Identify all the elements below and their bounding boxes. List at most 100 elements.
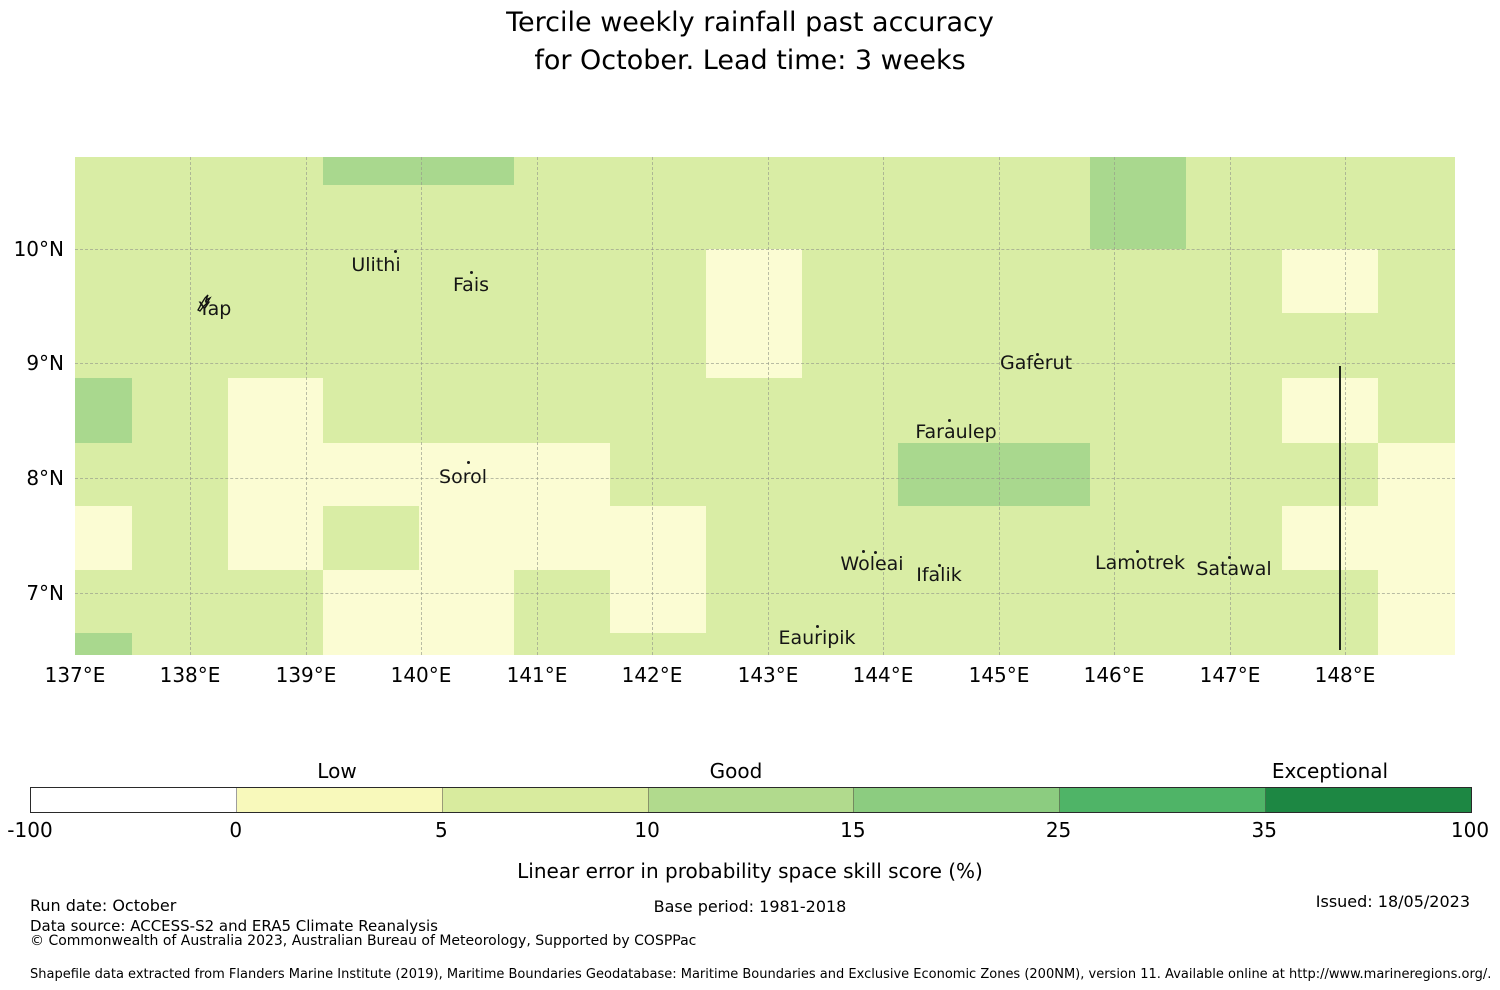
map-cell bbox=[419, 570, 514, 633]
map-cell bbox=[1282, 249, 1378, 313]
colorbar-axis-label: Linear error in probability space skill … bbox=[517, 859, 983, 883]
colorbar-tick-label: 15 bbox=[840, 818, 866, 842]
island-marker-dot bbox=[470, 271, 473, 274]
x-tick-label: 146°E bbox=[1083, 663, 1145, 687]
map-cell bbox=[1378, 443, 1455, 506]
map-cell bbox=[75, 633, 132, 655]
map-cell bbox=[419, 506, 514, 570]
map-cell bbox=[1282, 378, 1378, 443]
colorbar-band-label: Good bbox=[709, 759, 763, 783]
map-cell bbox=[1090, 157, 1186, 185]
longitude-gridline bbox=[652, 157, 653, 655]
map-cell bbox=[323, 570, 419, 633]
colorbar-segment bbox=[1060, 788, 1267, 812]
x-tick-label: 143°E bbox=[737, 663, 799, 687]
colorbar-segment bbox=[442, 788, 649, 812]
island-label: Gaferut bbox=[999, 352, 1073, 374]
y-tick-label: 8°N bbox=[26, 466, 64, 490]
chart-title-line1: Tercile weekly rainfall past accuracy bbox=[506, 7, 994, 38]
map-cell bbox=[706, 249, 802, 313]
colorbar-tick-label: 100 bbox=[1450, 818, 1490, 842]
map-cell bbox=[419, 633, 514, 655]
shapefile-credit-text: Shapefile data extracted from Flanders M… bbox=[30, 967, 1492, 982]
x-tick-label: 144°E bbox=[852, 663, 914, 687]
y-tick-label: 7°N bbox=[26, 581, 64, 605]
map-cell bbox=[75, 506, 132, 570]
latitude-gridline bbox=[75, 593, 1455, 594]
map-cell bbox=[1090, 185, 1186, 249]
colorbar-segment bbox=[854, 788, 1061, 812]
colorbar-tick-label: 5 bbox=[435, 818, 448, 842]
island-label: Satawal bbox=[1196, 558, 1272, 580]
island-label: Ifalik bbox=[916, 564, 962, 586]
x-tick-label: 142°E bbox=[621, 663, 683, 687]
map-cell bbox=[323, 443, 419, 506]
colorbar-segment bbox=[1266, 788, 1472, 812]
island-marker-dot bbox=[1136, 550, 1139, 553]
map-cell bbox=[514, 443, 610, 506]
map-cell bbox=[419, 157, 514, 185]
island-marker-dot bbox=[394, 250, 397, 253]
island-marker-dot bbox=[874, 551, 877, 554]
map-cell bbox=[228, 378, 323, 443]
island-marker-dot bbox=[1036, 353, 1039, 356]
longitude-gridline bbox=[306, 157, 307, 655]
island-label: Lamotrek bbox=[1095, 552, 1185, 574]
island-marker-dot bbox=[205, 300, 208, 303]
island-label: Fais bbox=[452, 274, 490, 296]
island-label: Sorol bbox=[439, 466, 487, 488]
copyright-text: © Commonwealth of Australia 2023, Austra… bbox=[30, 933, 697, 949]
map-cell bbox=[898, 443, 994, 506]
x-tick-label: 141°E bbox=[506, 663, 568, 687]
map-cell bbox=[610, 506, 706, 570]
colorbar-segment bbox=[31, 788, 237, 812]
colorbar-tick-label: 10 bbox=[634, 818, 660, 842]
x-tick-label: 139°E bbox=[275, 663, 337, 687]
run-date-text: Run date: October bbox=[30, 896, 177, 915]
colorbar-tick-label: 25 bbox=[1045, 818, 1072, 842]
map-cell bbox=[1282, 506, 1378, 570]
colorbar-band-label: Low bbox=[317, 759, 357, 783]
longitude-gridline bbox=[883, 157, 884, 655]
longitude-gridline bbox=[768, 157, 769, 655]
x-tick-label: 145°E bbox=[968, 663, 1030, 687]
longitude-gridline bbox=[1114, 157, 1115, 655]
x-tick-label: 140°E bbox=[390, 663, 452, 687]
y-tick-label: 10°N bbox=[13, 237, 64, 261]
latitude-gridline bbox=[75, 478, 1455, 479]
x-tick-label: 138°E bbox=[159, 663, 221, 687]
colorbar-band-label: Exceptional bbox=[1271, 759, 1389, 783]
chart-title-line2: for October. Lead time: 3 weeks bbox=[534, 45, 966, 76]
latitude-gridline bbox=[75, 363, 1455, 364]
island-label: Woleai bbox=[840, 553, 904, 575]
colorbar-tick-label: 0 bbox=[229, 818, 243, 842]
longitude-gridline bbox=[537, 157, 538, 655]
colorbar-segment bbox=[236, 788, 443, 812]
colorbar-tick-label: 35 bbox=[1251, 818, 1278, 842]
map-cell bbox=[1378, 506, 1455, 570]
colorbar-segment bbox=[648, 788, 855, 812]
x-tick-label: 148°E bbox=[1314, 663, 1376, 687]
longitude-gridline bbox=[421, 157, 422, 655]
x-tick-label: 137°E bbox=[44, 663, 106, 687]
x-tick-label: 147°E bbox=[1199, 663, 1261, 687]
chart-title: Tercile weekly rainfall past accuracy fo… bbox=[506, 4, 994, 80]
island-label: Ulithi bbox=[351, 254, 401, 276]
map-cell bbox=[706, 313, 802, 378]
longitude-gridline bbox=[1230, 157, 1231, 655]
island-marker-dot bbox=[862, 550, 865, 553]
island-label: Faraulep bbox=[915, 421, 997, 443]
island-marker-dot bbox=[467, 461, 470, 464]
y-tick-label: 9°N bbox=[26, 351, 64, 375]
island-marker-dot bbox=[948, 419, 951, 422]
latitude-gridline bbox=[75, 249, 1455, 250]
map-cell bbox=[323, 157, 419, 185]
map-cell bbox=[610, 570, 706, 633]
map-cell bbox=[323, 633, 419, 655]
issued-text: Issued: 18/05/2023 bbox=[1315, 892, 1470, 911]
colorbar-tick-label: -100 bbox=[7, 818, 53, 842]
map-cell bbox=[1378, 570, 1455, 633]
eez-boundary-line bbox=[1339, 366, 1341, 650]
map-cell bbox=[228, 443, 323, 506]
